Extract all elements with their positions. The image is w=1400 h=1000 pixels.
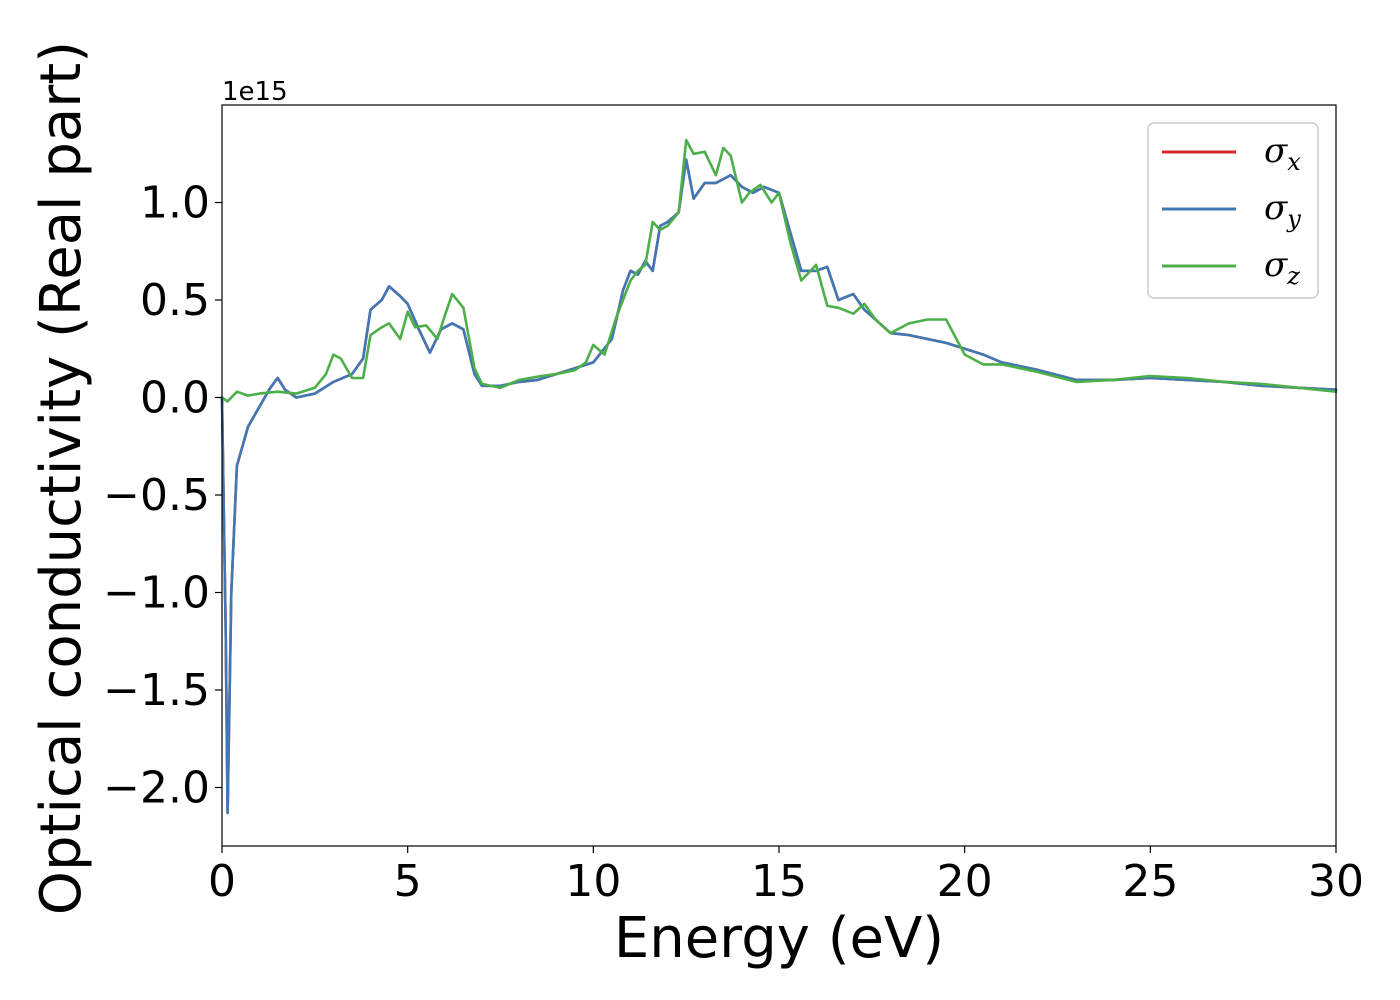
x-tick-label: 0	[208, 856, 236, 907]
series-line-y	[220, 158, 1338, 815]
x-tick-label: 20	[937, 856, 993, 907]
y-tick-label: 0.0	[140, 373, 210, 424]
y-tick-label: −0.5	[103, 470, 210, 521]
y-tick-label: 1.0	[140, 178, 210, 229]
series-line-z	[220, 138, 1338, 403]
x-axis-ticks: 0 5 10 15 20 25 30	[208, 846, 1364, 907]
y-tick-label: 0.5	[140, 275, 210, 326]
y-tick-label: −1.5	[103, 665, 210, 716]
x-tick-label: 15	[751, 856, 807, 907]
series-layer	[220, 138, 1338, 815]
y-offset-label: 1e15	[222, 77, 288, 107]
x-axis-label: Energy (eV)	[614, 906, 944, 971]
x-tick-label: 30	[1308, 856, 1364, 907]
y-axis-label: Optical conductivity (Real part)	[29, 41, 94, 915]
x-tick-label: 5	[394, 856, 422, 907]
y-axis-ticks: −2.0 −1.5 −1.0 −0.5 0.0 0.5 1.0	[103, 178, 222, 814]
y-tick-label: −2.0	[103, 763, 210, 814]
x-tick-label: 10	[565, 856, 621, 907]
y-tick-label: −1.0	[103, 568, 210, 619]
x-tick-label: 25	[1122, 856, 1178, 907]
